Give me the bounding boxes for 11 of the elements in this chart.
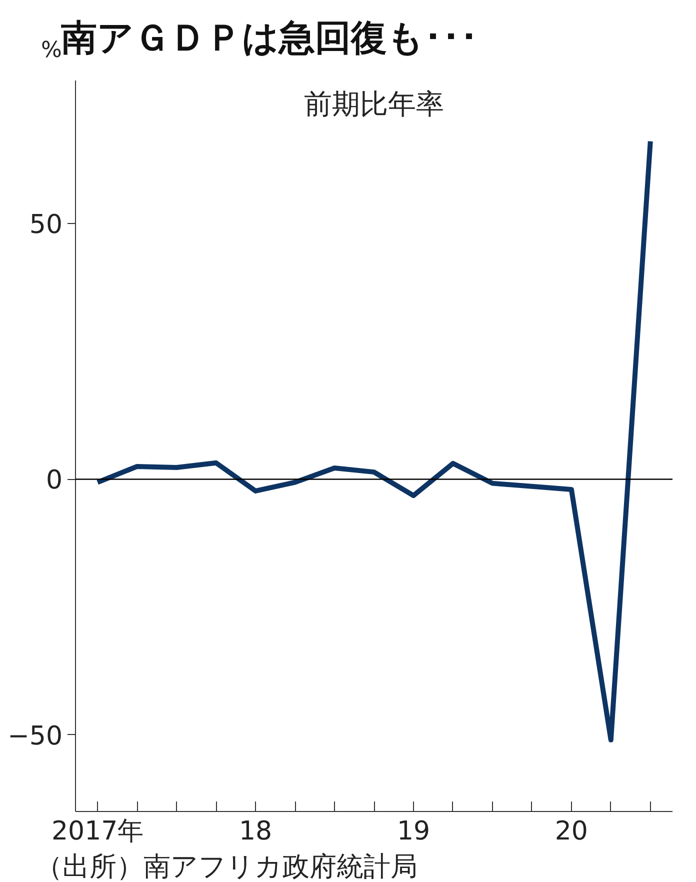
chart-title: 南アＧＤＰは急回復も･･･: [61, 17, 478, 61]
y-tick-label: 0: [46, 466, 63, 496]
x-tick-label: 18: [239, 816, 272, 846]
y-axis-title: %: [41, 38, 62, 65]
x-tick-label: 2017年: [52, 816, 144, 846]
y-tick-label: 50: [29, 210, 63, 240]
y-tick-label: −50: [8, 721, 63, 752]
x-tick-label: 20: [554, 816, 588, 846]
text: （出所）南アフリカ政府統計局: [36, 852, 418, 882]
chart-subtitle: 前期比年率: [304, 88, 444, 120]
x-tick-label: 19: [396, 816, 430, 846]
